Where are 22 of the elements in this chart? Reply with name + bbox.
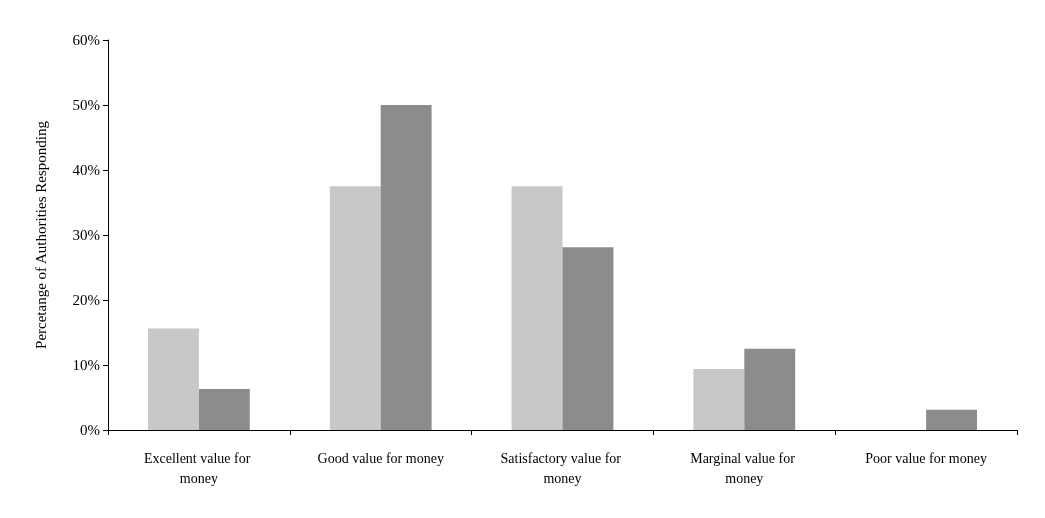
- y-axis-title: Percetange of Authorities Responding: [32, 120, 49, 349]
- y-tick-label: 20%: [72, 292, 100, 308]
- y-tick-label: 40%: [72, 162, 100, 178]
- bar: [148, 328, 199, 430]
- bar: [693, 368, 745, 430]
- bar: [329, 186, 381, 430]
- bar: [744, 348, 796, 430]
- bar: [511, 186, 563, 430]
- y-tick-label: 60%: [72, 32, 100, 48]
- bar: [562, 247, 614, 430]
- y-tick-label: 10%: [72, 357, 100, 373]
- y-tick-label: 30%: [72, 227, 100, 243]
- y-tick-label: 50%: [72, 97, 100, 113]
- bar: [926, 409, 977, 430]
- y-tick-label: 0%: [80, 422, 100, 438]
- bar: [380, 105, 432, 430]
- x-tick-label: Poor value for money: [865, 450, 987, 466]
- x-tick-label: Excellent value for money: [143, 450, 254, 486]
- x-tick-label: Marginal value for money: [690, 450, 799, 486]
- bar: [198, 389, 250, 430]
- x-tick-label: Satisfactory value for money: [500, 450, 625, 486]
- x-tick-label: Good value for money: [317, 450, 444, 466]
